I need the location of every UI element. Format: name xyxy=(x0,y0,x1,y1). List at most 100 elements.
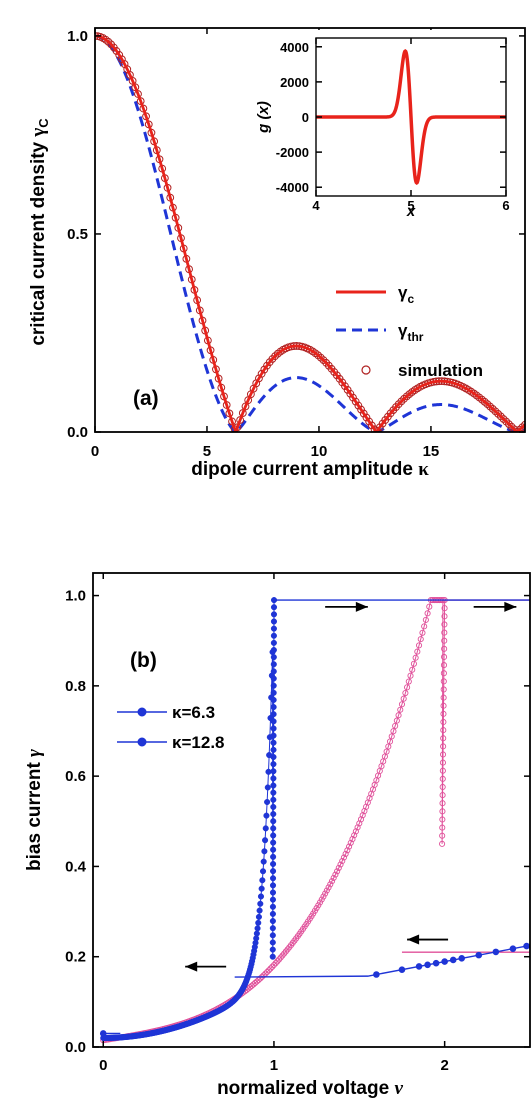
kappa-12-8-point xyxy=(274,958,281,965)
kappa-12-8-point xyxy=(346,843,353,850)
kappa-12-8-point xyxy=(439,800,446,807)
simulation-point xyxy=(475,393,484,402)
kappa-6-3-point xyxy=(270,803,277,810)
simulation-point xyxy=(349,393,357,402)
kappa-12-8-point xyxy=(440,735,447,742)
panel-b-legend: κ=6.3 κ=12.8 xyxy=(117,703,225,752)
kappa-6-3-retrap-point xyxy=(449,956,457,964)
kappa-12-8-point xyxy=(439,751,447,758)
simulation-point xyxy=(480,397,489,406)
simulation-point xyxy=(365,417,374,426)
kappa-6-3-retrap-point xyxy=(458,955,466,962)
kappa-12-8-point xyxy=(440,662,448,669)
y-tick-label: 0.2 xyxy=(65,949,86,966)
kappa-12-8-point xyxy=(395,712,402,719)
kappa-12-8-point xyxy=(397,706,404,713)
x-tick-label: 2 xyxy=(440,1057,448,1074)
y-tick-label: 1.0 xyxy=(65,588,86,605)
kappa-6-3-point xyxy=(269,925,276,932)
kappa-12-8-point xyxy=(440,743,447,750)
kappa-12-8-point xyxy=(352,828,359,835)
kappa-6-3-point xyxy=(269,875,277,882)
legend-label-kappa-6-3: κ=6.3 xyxy=(172,703,215,722)
kappa-6-3-point xyxy=(269,910,276,917)
legend-label-gamma-thr: γthr xyxy=(398,321,424,344)
kappa-6-3-point xyxy=(269,896,277,903)
simulation-point xyxy=(491,407,500,416)
kappa-6-3-point xyxy=(270,611,278,618)
kappa-6-3-point xyxy=(264,798,271,806)
simulation-point xyxy=(357,405,365,414)
kappa-12-8-point xyxy=(441,621,448,628)
kappa-12-8-point xyxy=(439,783,446,791)
kappa-12-8-point xyxy=(323,887,330,894)
kappa-12-8-point xyxy=(439,832,446,839)
kappa-6-3-point xyxy=(270,860,277,868)
panel-a-label: (a) xyxy=(133,387,159,410)
simulation-point xyxy=(494,409,503,418)
x-tick-label: 15 xyxy=(423,443,440,460)
kappa-6-3-retrap-point xyxy=(441,958,448,965)
kappa-12-8-point xyxy=(419,629,426,636)
kappa-12-8-point xyxy=(269,963,276,970)
kappa-12-8-point xyxy=(441,653,448,661)
kappa-12-8-point xyxy=(440,727,447,734)
legend-marker-kappa-6-3 xyxy=(137,707,147,717)
kappa-12-8-point xyxy=(388,733,395,740)
simulation-point xyxy=(271,352,279,361)
panel-b-label: (b) xyxy=(130,649,157,672)
kappa-6-3-retrap-point xyxy=(398,966,406,973)
kappa-6-3-point xyxy=(255,913,262,920)
kappa-12-8-point xyxy=(410,660,417,667)
kappa-6-3-point xyxy=(270,654,277,661)
simulation-point xyxy=(115,50,124,59)
kappa-12-8-point xyxy=(441,629,448,636)
transition-arrowhead xyxy=(355,601,368,612)
kappa-12-8-point xyxy=(439,767,446,774)
kappa-12-8-point xyxy=(407,672,414,679)
inset-ticks: 4 5 6 -4000 -2000 0 2000 4000 xyxy=(276,38,510,213)
kappa-12-8-point xyxy=(328,878,336,885)
simulation-point xyxy=(507,422,516,431)
kappa-6-3-point xyxy=(270,718,277,725)
y-tick-label: -4000 xyxy=(276,180,309,195)
kappa-6-3-point xyxy=(99,1030,107,1037)
kappa-12-8-point xyxy=(400,695,407,702)
x-tick-label: 5 xyxy=(203,443,211,460)
kappa-6-3-point xyxy=(269,946,276,953)
simulation-point xyxy=(518,423,525,432)
transition-arrowhead xyxy=(504,601,517,612)
kappa-6-3-point xyxy=(270,696,277,703)
simulation-point xyxy=(486,402,494,411)
kappa-12-8-point xyxy=(422,616,429,623)
kappa-6-3-point xyxy=(255,919,262,926)
series-line-gamma-thr xyxy=(95,34,525,432)
kappa-6-3-point xyxy=(257,900,264,907)
legend-marker-kappa-12-8 xyxy=(137,737,147,747)
kappa-6-3-point xyxy=(270,753,277,761)
y-tick-label: 0.0 xyxy=(65,1039,86,1056)
kappa-6-3-retrap-point xyxy=(432,959,440,967)
kappa-12-8-point xyxy=(439,775,446,782)
kappa-12-8-point xyxy=(409,666,416,673)
y-tick-label: 4000 xyxy=(280,40,309,55)
kappa-12-8-point xyxy=(439,840,446,847)
panel-a-inset: 4 5 6 -4000 -2000 0 2000 4000 x g (x) xyxy=(255,30,517,220)
simulation-point xyxy=(104,37,113,46)
kappa-6-3-point xyxy=(269,939,276,946)
transition-arrowhead xyxy=(185,961,198,972)
kappa-12-8-point xyxy=(440,678,447,685)
panel-a-ticks: 0 5 10 15 0.0 0.5 1.0 xyxy=(67,28,525,460)
y-tick-label: 0.0 xyxy=(67,424,88,441)
legend-label-gamma-c: γc xyxy=(398,283,414,306)
simulation-point xyxy=(397,397,406,406)
kappa-6-3-retrap-point xyxy=(373,971,380,978)
kappa-6-3-point xyxy=(270,768,277,775)
x-tick-label: 0 xyxy=(99,1057,107,1074)
kappa-12-8-point xyxy=(276,956,283,963)
panel-b-plot-area xyxy=(99,597,530,1044)
kappa-6-3-point xyxy=(264,784,271,791)
kappa-12-8-point xyxy=(390,728,397,735)
kappa-6-3-point xyxy=(270,775,277,782)
